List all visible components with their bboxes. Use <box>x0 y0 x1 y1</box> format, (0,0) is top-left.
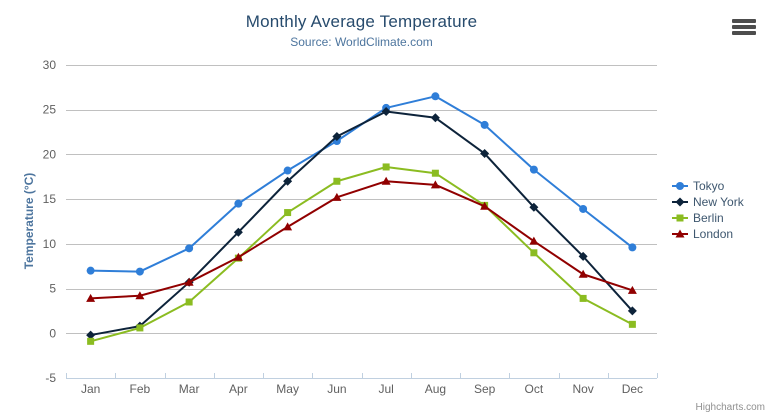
data-point[interactable] <box>381 107 391 117</box>
data-point[interactable] <box>283 176 293 186</box>
x-tick-label: Dec <box>622 382 643 396</box>
legend: Tokyo New York Berlin London <box>672 178 744 242</box>
data-point[interactable] <box>233 227 243 237</box>
x-tick-label: Nov <box>572 382 593 396</box>
x-tick-label: Jun <box>327 382 346 396</box>
data-point[interactable] <box>86 293 96 302</box>
legend-item-new-york[interactable]: New York <box>672 194 744 210</box>
series-line[interactable] <box>89 95 634 273</box>
data-point[interactable] <box>86 330 96 340</box>
data-point[interactable] <box>332 192 342 201</box>
tokyo-legend-marker-icon <box>672 182 688 190</box>
legend-label: London <box>693 227 734 241</box>
berlin-legend-marker-icon <box>672 214 688 222</box>
chart-title: Monthly Average Temperature <box>245 12 478 31</box>
data-point[interactable] <box>529 236 539 245</box>
data-point[interactable] <box>283 166 292 175</box>
data-point[interactable] <box>284 209 292 217</box>
data-point[interactable] <box>628 320 636 328</box>
x-tick-label: Apr <box>229 382 248 396</box>
square-marker-icon <box>676 214 684 222</box>
data-point[interactable] <box>234 199 243 208</box>
data-point[interactable] <box>184 277 194 286</box>
data-point[interactable] <box>185 244 194 253</box>
data-point[interactable] <box>87 337 95 345</box>
y-gridlines <box>66 65 657 379</box>
legend-label: New York <box>693 195 744 209</box>
data-point[interactable] <box>86 266 95 275</box>
hamburger-bar <box>732 31 756 35</box>
series-line[interactable] <box>89 180 634 300</box>
x-tick-label: May <box>276 382 299 396</box>
y-tick-label: 15 <box>43 192 57 206</box>
data-point[interactable] <box>135 291 145 300</box>
data-point[interactable] <box>627 306 637 316</box>
hamburger-bar <box>732 19 756 23</box>
series-line[interactable] <box>89 165 634 343</box>
y-tick-label: 30 <box>43 58 57 72</box>
y-axis-labels: -5 0 5 10 15 20 25 30 <box>43 58 57 385</box>
data-point[interactable] <box>480 201 490 210</box>
series-new-york[interactable] <box>86 107 637 340</box>
data-point[interactable] <box>430 113 440 123</box>
legend-item-berlin[interactable]: Berlin <box>672 210 744 226</box>
x-tick-label: Mar <box>179 382 200 396</box>
data-point[interactable] <box>530 249 538 257</box>
data-point[interactable] <box>579 294 587 302</box>
y-tick-label: 0 <box>49 326 56 340</box>
x-tick-label: Feb <box>130 382 151 396</box>
y-tick-label: 10 <box>43 237 57 251</box>
legend-item-tokyo[interactable]: Tokyo <box>672 178 744 194</box>
y-tick-label: 20 <box>43 147 57 161</box>
hamburger-bar <box>732 25 756 29</box>
data-point[interactable] <box>529 202 539 212</box>
highcharts-credit-link[interactable]: Highcharts.com <box>695 402 765 413</box>
chart-subtitle: Source: WorldClimate.com <box>290 35 433 49</box>
data-point[interactable] <box>333 177 341 185</box>
series-tokyo[interactable] <box>86 92 637 276</box>
data-point[interactable] <box>529 165 538 174</box>
legend-label: Berlin <box>693 211 724 225</box>
circle-marker-icon <box>676 182 684 190</box>
data-point[interactable] <box>283 222 293 231</box>
x-axis <box>66 373 658 379</box>
triangle-marker-icon <box>675 229 685 238</box>
data-point[interactable] <box>578 251 588 261</box>
x-tick-label: Sep <box>474 382 496 396</box>
data-point[interactable] <box>579 204 588 213</box>
legend-item-london[interactable]: London <box>672 226 744 242</box>
data-point[interactable] <box>332 132 342 142</box>
x-tick-label: Aug <box>425 382 446 396</box>
data-point[interactable] <box>431 169 439 177</box>
x-tick-label: Jan <box>81 382 100 396</box>
data-point[interactable] <box>430 180 440 189</box>
series-london[interactable] <box>86 176 637 302</box>
data-point[interactable] <box>480 120 489 129</box>
data-point[interactable] <box>431 92 440 101</box>
london-legend-marker-icon <box>672 229 688 238</box>
hamburger-icon[interactable] <box>732 19 756 35</box>
data-point[interactable] <box>480 149 490 159</box>
data-point[interactable] <box>185 298 193 306</box>
data-point[interactable] <box>135 267 144 276</box>
data-point[interactable] <box>627 285 637 294</box>
data-point[interactable] <box>628 243 637 252</box>
series-line[interactable] <box>89 110 634 337</box>
data-point[interactable] <box>381 176 391 185</box>
x-axis-labels: Jan Feb Mar Apr May Jun Jul Aug Sep Oct Nov Dec <box>81 382 643 396</box>
data-point[interactable] <box>578 269 588 278</box>
data-point[interactable] <box>382 163 390 171</box>
y-tick-label: -5 <box>45 371 56 385</box>
x-tick-label: Jul <box>378 382 393 396</box>
data-point[interactable] <box>136 324 144 332</box>
data-point[interactable] <box>233 252 243 261</box>
legend-label: Tokyo <box>693 179 725 193</box>
x-tick-label: Oct <box>525 382 544 396</box>
new-york-legend-marker-icon <box>672 197 688 207</box>
y-tick-label: 5 <box>49 282 56 296</box>
diamond-marker-icon <box>675 197 685 207</box>
y-tick-label: 25 <box>43 103 57 117</box>
